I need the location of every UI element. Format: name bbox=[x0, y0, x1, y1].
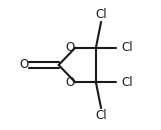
Text: Cl: Cl bbox=[95, 8, 107, 21]
Text: O: O bbox=[66, 76, 75, 89]
Text: O: O bbox=[66, 41, 75, 54]
Text: O: O bbox=[19, 58, 28, 72]
Text: Cl: Cl bbox=[122, 41, 133, 54]
Text: Cl: Cl bbox=[95, 109, 107, 122]
Text: Cl: Cl bbox=[122, 76, 133, 89]
